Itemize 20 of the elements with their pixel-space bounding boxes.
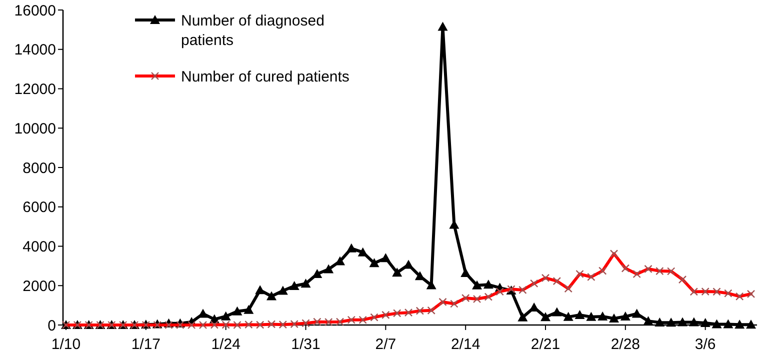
x-tick-label: 2/21 <box>530 336 560 353</box>
y-tick-label: 14000 <box>14 42 56 59</box>
x-tick-label: 3/6 <box>694 336 716 353</box>
y-tick-label: 12000 <box>14 81 56 98</box>
y-tick-label: 2000 <box>22 278 56 295</box>
y-tick-label: 10000 <box>14 120 56 138</box>
x-tick-label: 2/28 <box>610 336 640 353</box>
y-tick-label: 8000 <box>22 160 56 177</box>
x-tick-label: 1/24 <box>211 336 240 353</box>
legend-label: Number of cured patients <box>181 68 350 86</box>
y-tick-label: 0 <box>48 317 56 334</box>
x-tick-label: 1/10 <box>51 336 81 353</box>
x-tick-label: 2/7 <box>375 336 396 353</box>
y-tick-label: 16000 <box>14 2 56 20</box>
y-tick-label: 6000 <box>22 199 56 216</box>
x-tick-label: 1/17 <box>131 336 161 353</box>
x-tick-label: 2/14 <box>450 336 480 353</box>
legend-label: Number of diagnosed patients <box>181 12 324 49</box>
y-tick-label: 4000 <box>22 238 56 256</box>
x-tick-label: 1/31 <box>291 336 320 353</box>
